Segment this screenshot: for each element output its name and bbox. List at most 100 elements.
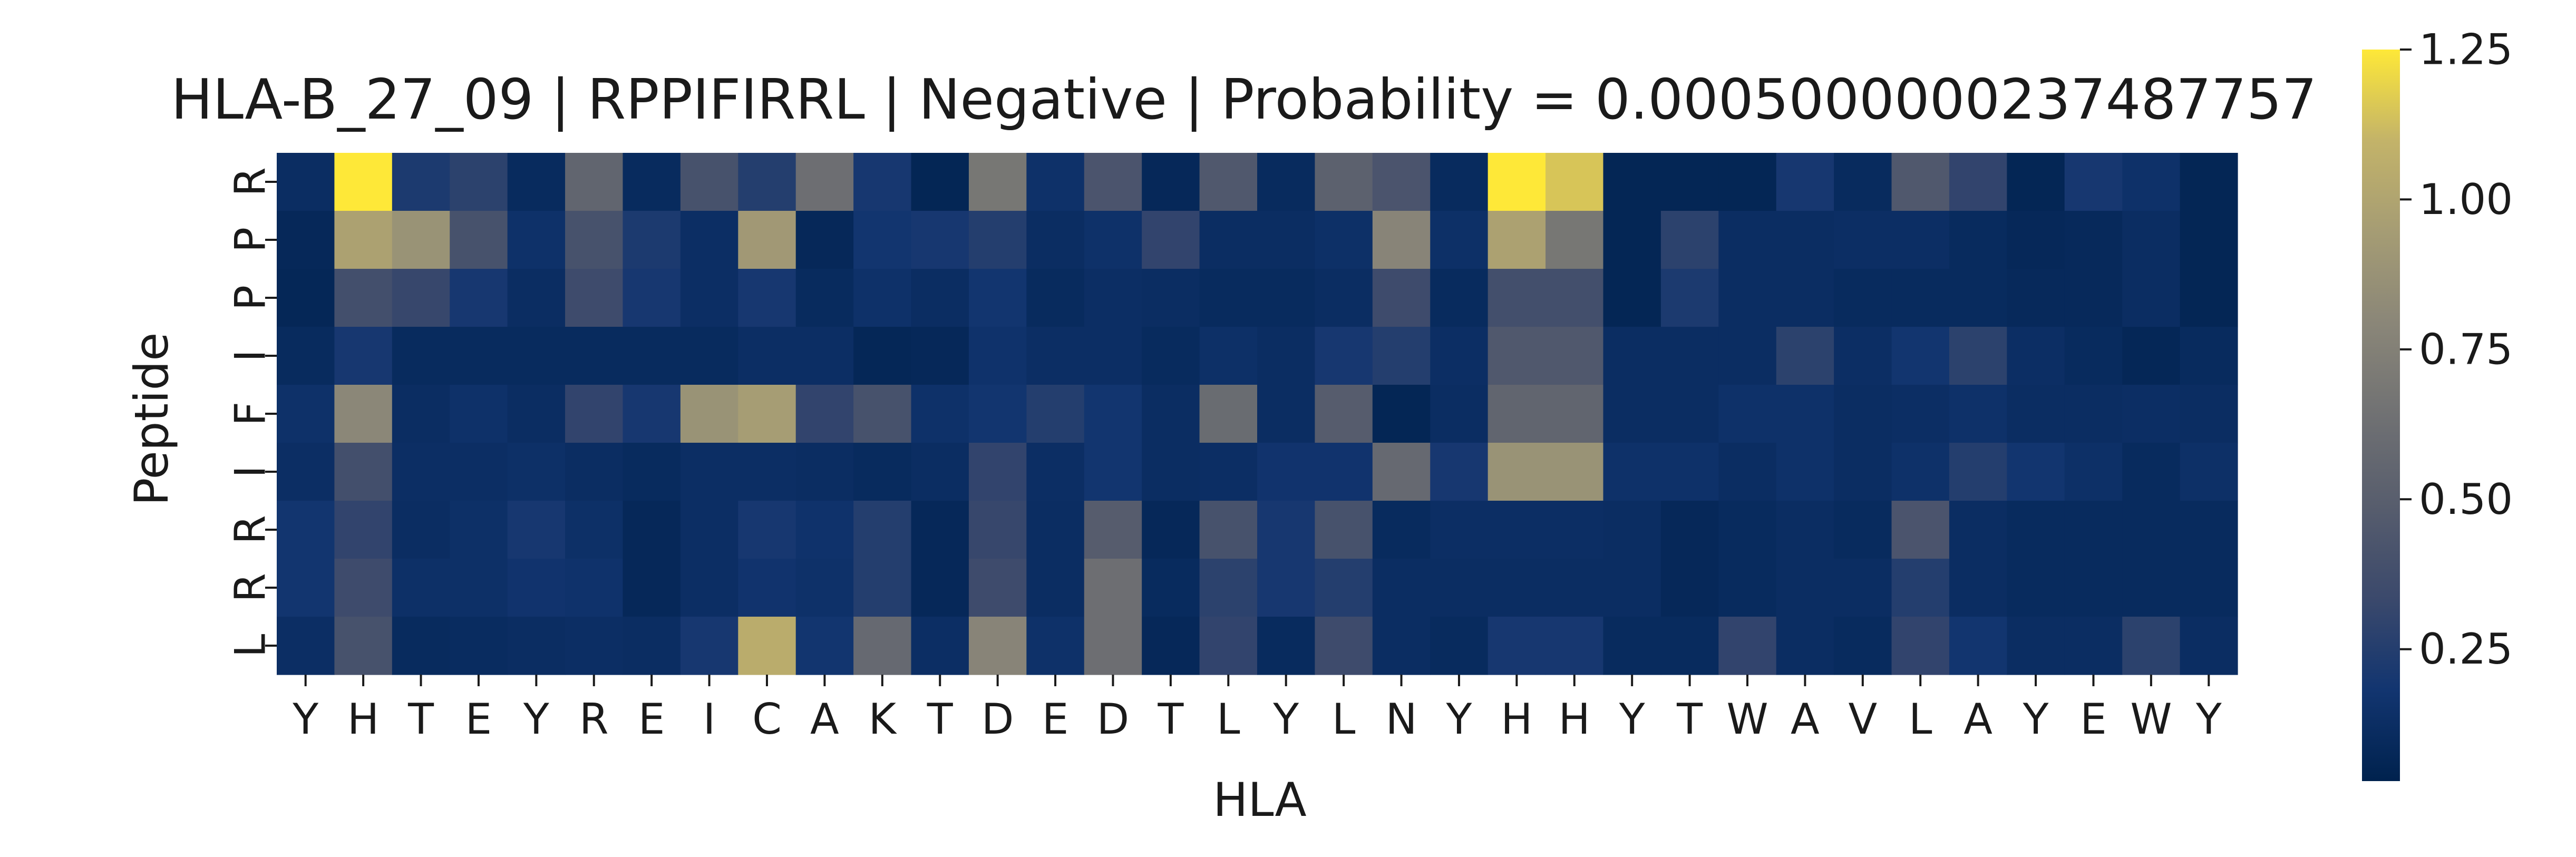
- heatmap-cell: [1718, 559, 1777, 617]
- heatmap-cell: [738, 559, 796, 617]
- heatmap-cell: [1430, 559, 1489, 617]
- heatmap-cell: [2122, 443, 2181, 501]
- heatmap-cell: [1488, 501, 1546, 559]
- heatmap-cell: [1718, 385, 1777, 443]
- heatmap-cell: [1660, 269, 1719, 327]
- heatmap-cell: [1488, 269, 1546, 327]
- heatmap-cell: [2064, 211, 2123, 269]
- heatmap-cell: [1776, 443, 1834, 501]
- heatmap-cell: [680, 211, 738, 269]
- heatmap-cell: [2064, 617, 2123, 675]
- x-tick-label: T: [407, 695, 434, 744]
- heatmap-cell: [1488, 443, 1546, 501]
- heatmap-cell: [738, 211, 796, 269]
- y-tick-label: R: [226, 167, 275, 197]
- heatmap-cell: [1372, 153, 1431, 211]
- heatmap-cell: [1084, 327, 1142, 385]
- x-tick-label: A: [810, 695, 839, 744]
- heatmap-cell: [1257, 385, 1316, 443]
- heatmap-cell: [334, 501, 393, 559]
- heatmap-cell: [911, 617, 969, 675]
- heatmap-cell: [911, 443, 969, 501]
- heatmap-cell: [1891, 269, 1950, 327]
- heatmap-cell: [1430, 385, 1489, 443]
- heatmap-cell: [1718, 153, 1777, 211]
- y-tick-label: R: [226, 573, 275, 602]
- heatmap-cell: [1718, 327, 1777, 385]
- heatmap-cell: [2064, 269, 2123, 327]
- heatmap-cell: [911, 269, 969, 327]
- x-tick-label: W: [1726, 695, 1768, 744]
- heatmap-cell: [2180, 211, 2238, 269]
- heatmap-cell: [1430, 153, 1489, 211]
- heatmap-cell: [1545, 211, 1604, 269]
- x-tick-label: E: [465, 695, 492, 744]
- heatmap-cell: [1834, 559, 1892, 617]
- heatmap-cell: [1545, 385, 1604, 443]
- heatmap-cell: [507, 211, 566, 269]
- heatmap-cell: [1430, 443, 1489, 501]
- heatmap-cell: [450, 385, 508, 443]
- heatmap-cell: [1142, 327, 1200, 385]
- heatmap-cell: [1776, 559, 1834, 617]
- heatmap-cell: [1084, 501, 1142, 559]
- heatmap-cell: [2007, 501, 2065, 559]
- heatmap-cell: [1372, 501, 1431, 559]
- x-tick-label: L: [1217, 695, 1240, 744]
- heatmap-cell: [507, 327, 566, 385]
- heatmap-cell: [507, 385, 566, 443]
- heatmap-cell: [1430, 211, 1489, 269]
- x-axis-label: HLA: [1213, 773, 1306, 827]
- heatmap-cell: [1142, 559, 1200, 617]
- heatmap-cell: [1891, 501, 1950, 559]
- heatmap-cell: [1603, 153, 1661, 211]
- heatmap-cell: [392, 211, 450, 269]
- heatmap-cell: [1834, 327, 1892, 385]
- heatmap-cell: [450, 443, 508, 501]
- heatmap-cell: [507, 443, 566, 501]
- heatmap-cell: [1949, 443, 2007, 501]
- heatmap-cell: [1834, 211, 1892, 269]
- heatmap-cell: [1199, 559, 1258, 617]
- x-tick-label: Y: [523, 695, 550, 744]
- heatmap-cell: [623, 443, 681, 501]
- heatmap-cell: [1660, 501, 1719, 559]
- x-tick-label: Y: [292, 695, 319, 744]
- heatmap-cell: [1315, 559, 1373, 617]
- x-tick-label: N: [1386, 695, 1417, 744]
- heatmap-cell: [2122, 501, 2181, 559]
- heatmap-cell: [565, 617, 624, 675]
- heatmap-cell: [738, 501, 796, 559]
- heatmap-cell: [1834, 617, 1892, 675]
- x-tick-label: A: [1963, 695, 1992, 744]
- colorbar-tick-label: 0.25: [2419, 625, 2513, 674]
- heatmap-cell: [277, 385, 335, 443]
- colorbar-gradient: [2362, 50, 2400, 781]
- heatmap-cell: [1257, 327, 1316, 385]
- y-tick-label: R: [226, 515, 275, 544]
- heatmap-cell: [968, 269, 1027, 327]
- heatmap-cell: [392, 327, 450, 385]
- heatmap-cell: [795, 211, 854, 269]
- heatmap-cell: [1372, 327, 1431, 385]
- heatmap-cell: [853, 385, 912, 443]
- heatmap-cell: [1315, 385, 1373, 443]
- heatmap-cell: [392, 153, 450, 211]
- heatmap-cell: [853, 211, 912, 269]
- heatmap-cell: [853, 501, 912, 559]
- x-tick-label: R: [579, 695, 609, 744]
- heatmap-cell: [1026, 211, 1085, 269]
- heatmap-cell: [392, 385, 450, 443]
- heatmap-cell: [968, 559, 1027, 617]
- heatmap-cell: [334, 617, 393, 675]
- heatmap-cell: [853, 443, 912, 501]
- heatmap-cell: [623, 269, 681, 327]
- heatmap-cell: [1834, 269, 1892, 327]
- heatmap-cell: [1199, 327, 1258, 385]
- heatmap-cell: [738, 269, 796, 327]
- heatmap-cell: [2007, 327, 2065, 385]
- heatmap-cell: [1142, 443, 1200, 501]
- heatmap-cell: [1834, 153, 1892, 211]
- x-tick-label: H: [1559, 695, 1590, 744]
